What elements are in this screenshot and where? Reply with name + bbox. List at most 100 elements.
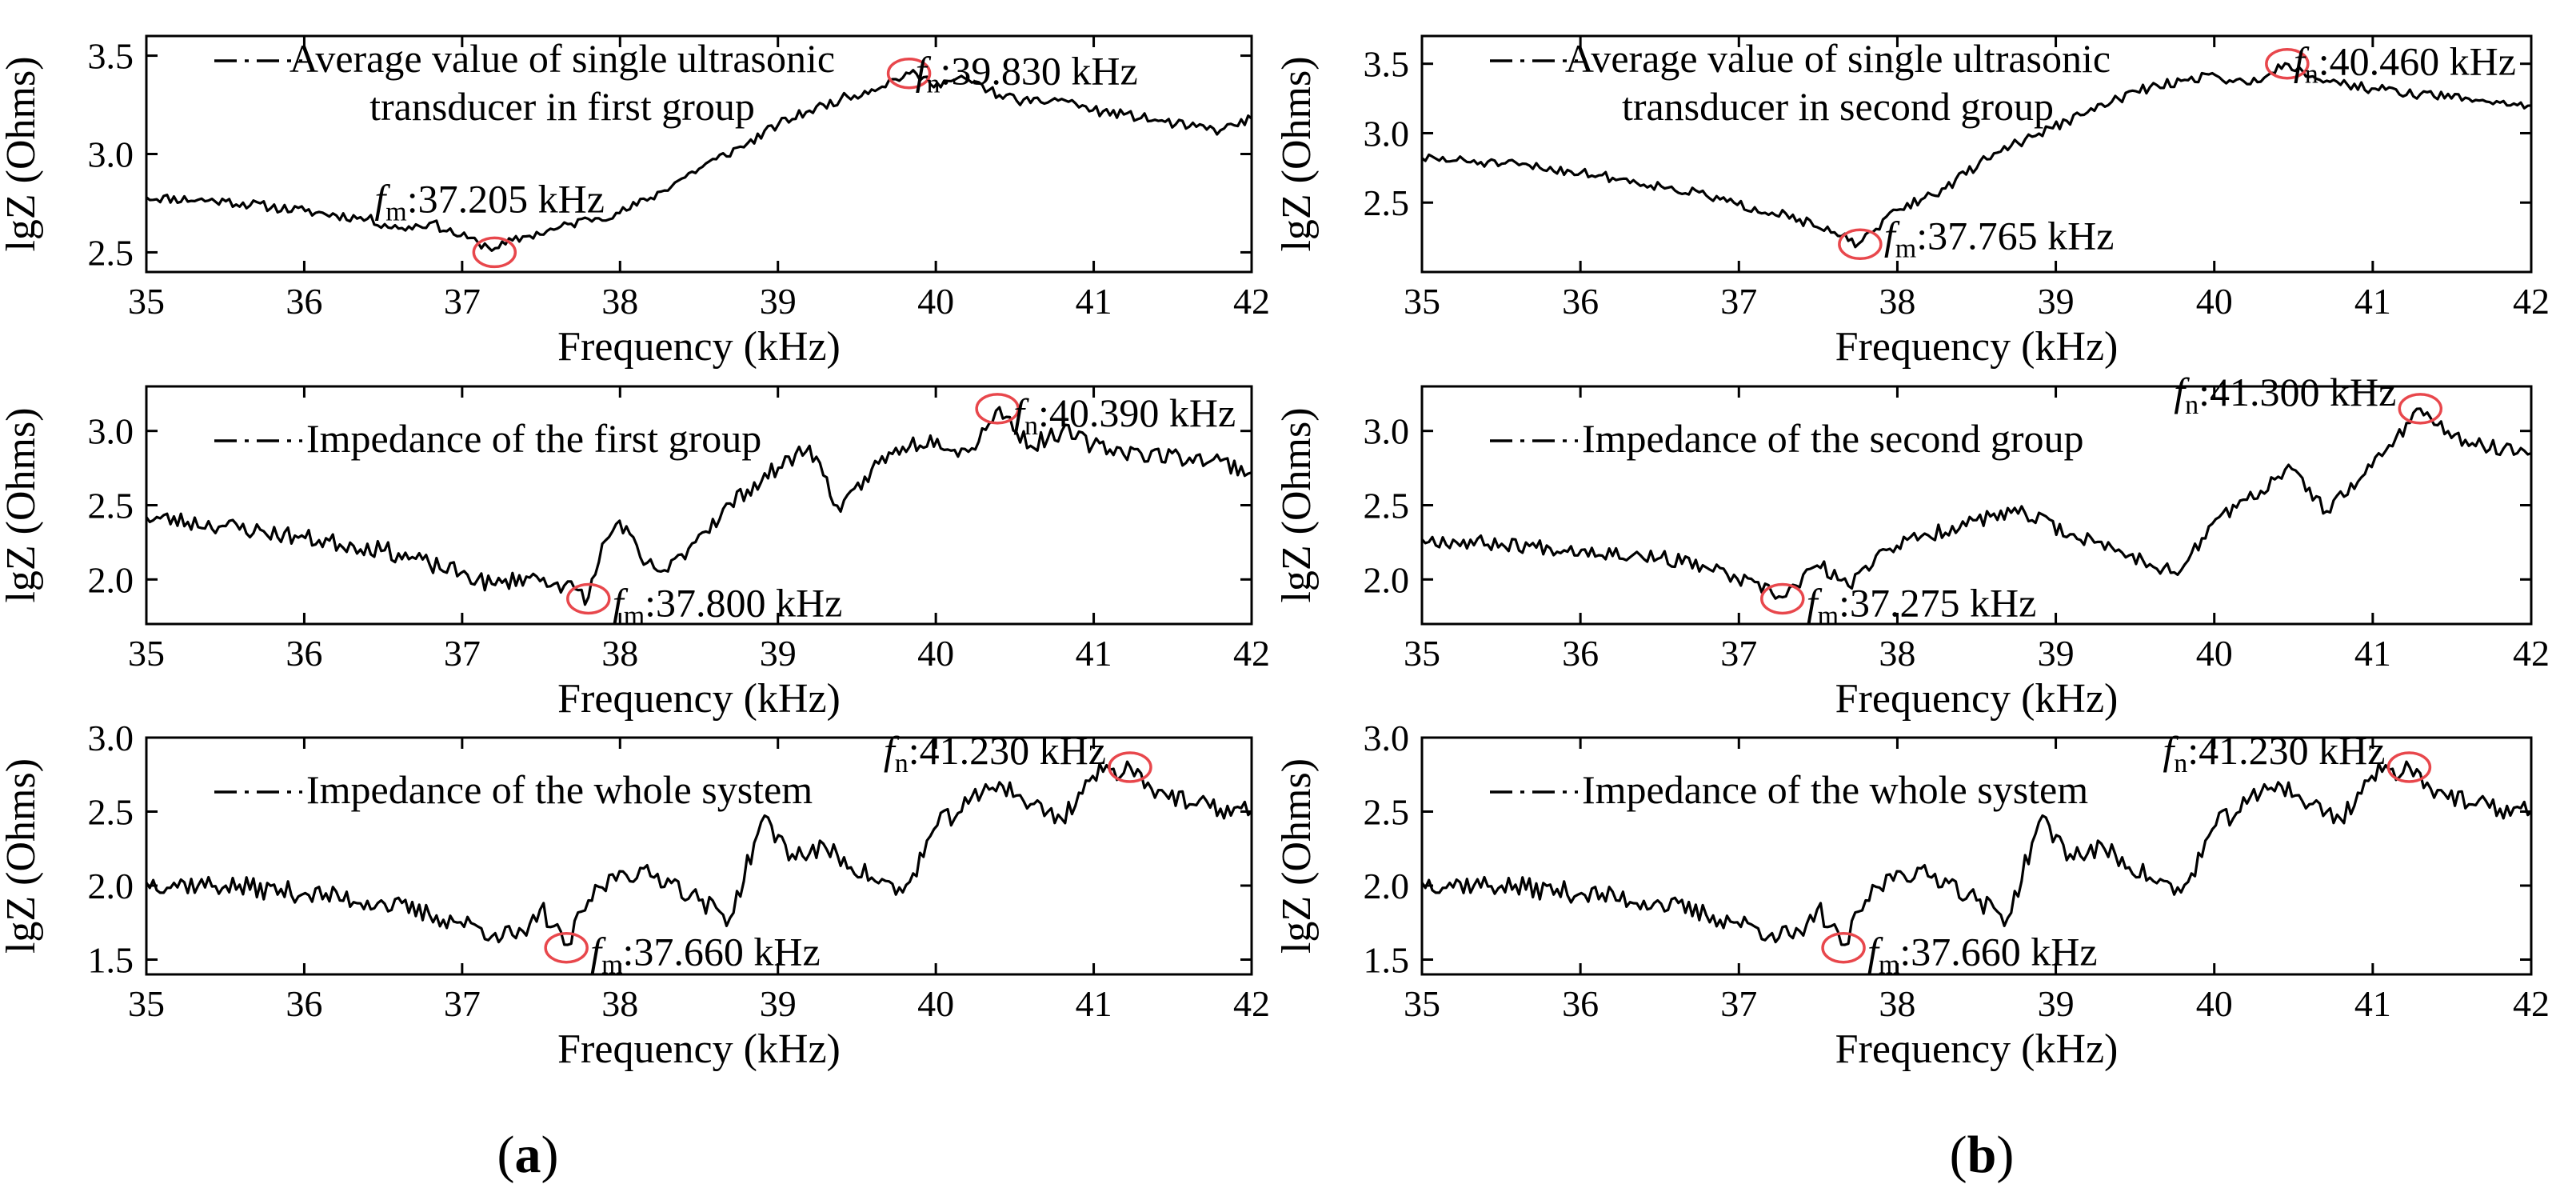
x-tick-label: 37 [444,281,481,322]
resonance-marker-fn [2398,393,2443,425]
annotation-value: :41.230 kHz [2187,728,2385,773]
annotation-subscript: m [1895,234,1916,263]
resonance-marker-fm [1760,582,1805,615]
x-tick-label: 36 [1562,983,1599,1024]
annotation-fm: fm:37.800 kHz [613,580,843,630]
plot-frame [1420,736,2533,976]
x-tick-label: 37 [1720,281,1757,322]
chart-panel-a-2: 35 36 37 38 39 40 41 42 2.0 2.5 3.0 Frequency (kHz)… [0,385,1270,722]
x-axis-label: Frequency (kHz) [1835,1026,2119,1072]
x-tick-label: 39 [2038,983,2075,1024]
annotation-fm: fm:37.660 kHz [590,930,821,980]
x-axis-label: Frequency (kHz) [557,324,841,370]
annotation-fn: fn:40.460 kHz [2294,39,2516,90]
x-tick-label: 35 [128,983,165,1024]
annotation-value: :40.390 kHz [1038,390,1236,435]
y-tick-label: 2.5 [1364,792,1410,833]
x-tick-label: 42 [2513,281,2550,322]
y-tick-label: 2.0 [88,559,134,600]
annotation-value: :37.800 kHz [645,580,842,625]
annotation-subscript: n [1024,411,1038,441]
annotation-value: :39.830 kHz [940,49,1137,94]
chart-panel-a-1: 35 36 37 38 39 40 41 42 2.5 3.0 3.5 Frequency (kHz)… [0,34,1270,370]
x-tick-label: 40 [917,281,954,322]
y-axis-label: lgZ (Ohms) [0,56,44,251]
y-tick-label: 1.5 [1364,940,1410,981]
x-tick-label: 35 [128,633,165,674]
annotation-value: :37.660 kHz [1899,930,2097,974]
y-tick-label: 3.0 [1364,718,1410,758]
x-tick-label: 42 [2513,983,2550,1024]
y-axis-label: lgZ (Ohms) [0,407,44,602]
x-tick-label: 39 [760,983,797,1024]
x-axis-label: Frequency (kHz) [1835,324,2119,370]
x-tick-label: 40 [2196,983,2233,1024]
panels: 35 36 37 38 39 40 41 42 2.5 3.0 3.5 Frequency (kHz)… [0,34,2550,1072]
x-tick-label: 36 [286,633,322,674]
resonance-marker-fn [975,393,1020,425]
annotation-fn: fn:40.390 kHz [1013,390,1236,441]
annotation-fm: fm:37.205 kHz [374,176,605,226]
series-line [146,69,1253,252]
x-tick-label: 39 [760,281,797,322]
series-line [145,760,1253,946]
plot-frame [145,736,1253,976]
x-axis-label: Frequency (kHz) [557,1026,841,1072]
x-tick-label: 38 [601,281,638,322]
x-tick-label: 38 [1879,983,1915,1024]
resonance-marker-fn [886,57,932,90]
annotation-subscript: m [1818,601,1839,630]
x-tick-label: 38 [1879,633,1915,674]
x-tick-label: 41 [2354,983,2391,1024]
annotation-fm: fm:37.765 kHz [1884,213,2115,263]
y-axis-label: lgZ (Ohms) [1274,56,1320,251]
chart-panel-a-3: 35 36 37 38 39 40 41 42 1.5 2.0 2.5 3.0 Frequency (k… [0,718,1270,1072]
x-tick-label: 36 [286,983,322,1024]
x-tick-label: 41 [1076,983,1112,1024]
legend-text: Impedance of the first group [306,416,761,461]
legend-text: transducer in first group [369,84,755,129]
panel-label-a: (a) [497,1126,559,1184]
y-axis-label: lgZ (Ohms) [1274,758,1320,954]
annotation-value: :37.765 kHz [1916,213,2114,258]
x-tick-label: 40 [2196,281,2233,322]
y-tick-label: 2.5 [88,232,134,273]
x-tick-label: 35 [128,281,165,322]
legend-text: Average value of single ultrasonic [290,36,835,81]
annotation-value: :40.460 kHz [2318,39,2516,84]
x-tick-label: 41 [1076,281,1112,322]
x-tick-label: 39 [760,633,797,674]
chart-panel-b-1: 35 36 37 38 39 40 41 42 2.5 3.0 3.5 Frequency (kHz)… [1274,34,2550,370]
x-tick-label: 42 [2513,633,2550,674]
x-tick-label: 42 [1233,281,1270,322]
y-tick-label: 2.5 [88,486,134,526]
x-tick-label: 41 [2354,633,2391,674]
y-tick-label: 2.5 [1364,486,1410,526]
y-tick-label: 2.0 [1364,559,1410,600]
annotation-value: :41.300 kHz [2199,370,2396,414]
y-tick-label: 3.0 [1364,113,1410,154]
annotation-subscript: n [895,749,909,778]
legend-text: Impedance of the whole system [306,767,813,812]
x-tick-label: 41 [1076,633,1112,674]
legend-text: Impedance of the whole system [1582,767,2088,812]
plot-frame [1420,34,2533,274]
y-tick-label: 3.5 [88,36,134,77]
x-axis-label: Frequency (kHz) [1835,676,2119,722]
x-tick-label: 39 [2038,633,2075,674]
y-tick-label: 2.0 [88,866,134,906]
x-tick-label: 37 [1720,983,1757,1024]
x-axis-label: Frequency (kHz) [557,676,841,722]
x-tick-label: 37 [1720,633,1757,674]
y-tick-label: 3.0 [88,718,134,758]
y-tick-label: 2.5 [88,792,134,833]
panel-label-b: (b) [1950,1126,2015,1184]
x-tick-label: 42 [1233,983,1270,1024]
x-tick-label: 37 [444,983,481,1024]
annotation-fm: fm:37.275 kHz [1807,580,2037,630]
x-tick-label: 36 [1562,633,1599,674]
x-tick-label: 40 [2196,633,2233,674]
annotation-subscript: m [1879,950,1899,980]
resonance-marker-fm [1838,228,1883,261]
